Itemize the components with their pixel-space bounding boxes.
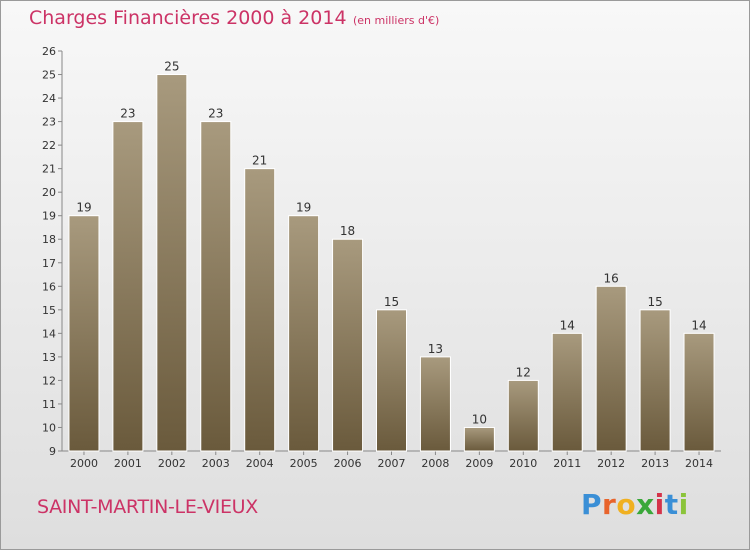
bar-2002 xyxy=(156,74,188,452)
value-label-2013: 15 xyxy=(647,295,662,309)
bar-2000 xyxy=(68,215,100,452)
x-tick-label-2001: 2001 xyxy=(114,457,142,470)
bar-2010 xyxy=(507,379,539,452)
x-tick-label-2013: 2013 xyxy=(641,457,669,470)
x-tick-label-2003: 2003 xyxy=(202,457,230,470)
x-tick-label-2014: 2014 xyxy=(685,457,713,470)
value-label-2001: 23 xyxy=(120,107,135,121)
x-tick-label-2000: 2000 xyxy=(70,457,98,470)
commune-name: SAINT-MARTIN-LE-VIEUX xyxy=(37,496,258,518)
bar-2013 xyxy=(639,309,671,452)
x-tick-label-2011: 2011 xyxy=(553,457,581,470)
x-tick-label-2008: 2008 xyxy=(421,457,449,470)
chart-title: Charges Financières 2000 à 2014 xyxy=(29,7,347,29)
value-label-2009: 10 xyxy=(472,412,487,426)
bar-2006 xyxy=(332,238,364,452)
x-tick-label-2006: 2006 xyxy=(334,457,362,470)
y-tick-label: 11 xyxy=(42,398,56,411)
y-tick-label: 15 xyxy=(42,304,56,317)
unit-note: (en milliers d'€) xyxy=(353,14,440,27)
bar-2009 xyxy=(463,426,495,452)
x-tick-label-2002: 2002 xyxy=(158,457,186,470)
x-tick-label-2005: 2005 xyxy=(290,457,318,470)
x-axis: 2000 2001 2002 2003 2004 2005 2006 2007 2008 2009… xyxy=(62,450,721,470)
bar-2008 xyxy=(419,356,451,452)
x-tick-label-2004: 2004 xyxy=(246,457,274,470)
y-tick-label: 13 xyxy=(42,351,56,364)
value-label-2011: 14 xyxy=(560,318,575,332)
y-tick-label: 25 xyxy=(42,69,56,82)
x-tick-label-2009: 2009 xyxy=(465,457,493,470)
value-label-2014: 14 xyxy=(691,318,706,332)
value-label-2004: 21 xyxy=(252,154,267,168)
y-tick-label: 21 xyxy=(42,163,56,176)
bar-2014 xyxy=(683,332,715,452)
y-tick-label: 23 xyxy=(42,116,56,129)
value-label-2010: 12 xyxy=(516,365,531,379)
x-tick-label-2010: 2010 xyxy=(509,457,537,470)
bar-2003 xyxy=(200,121,232,452)
bar-2011 xyxy=(551,332,583,452)
logo-letter: t xyxy=(664,488,679,521)
logo-letter: o xyxy=(616,488,637,521)
bar-2004 xyxy=(244,168,276,452)
y-tick-label: 19 xyxy=(42,210,56,223)
bar-2001 xyxy=(112,121,144,452)
y-tick-label: 9 xyxy=(49,445,56,458)
bar-2012 xyxy=(595,285,627,452)
y-tick-label: 17 xyxy=(42,257,56,270)
value-label-2007: 15 xyxy=(384,295,399,309)
bar-2007 xyxy=(376,309,407,452)
x-tick-label-2012: 2012 xyxy=(597,457,625,470)
y-tick-label: 18 xyxy=(42,233,56,246)
y-tick-label: 20 xyxy=(42,186,56,199)
y-axis: 9 10 11 12 13 14 15 16 17 18 19 20 21 22 23 24 25 26 xyxy=(42,45,63,458)
y-tick-label: 26 xyxy=(42,45,56,58)
value-label-2002: 25 xyxy=(164,60,179,74)
bar-2005 xyxy=(288,215,320,452)
bars xyxy=(68,74,715,452)
y-tick-label: 24 xyxy=(42,92,56,105)
y-tick-label: 22 xyxy=(42,139,56,152)
value-label-2008: 13 xyxy=(428,342,443,356)
logo-letter: i xyxy=(654,488,665,521)
logo-letter: x xyxy=(636,488,655,521)
logo-letter: P xyxy=(581,488,603,521)
value-label-2000: 19 xyxy=(76,201,91,215)
logo-letter: r xyxy=(602,488,617,521)
y-tick-label: 12 xyxy=(42,374,56,387)
x-tick-label-2007: 2007 xyxy=(378,457,406,470)
value-label-2003: 23 xyxy=(208,107,223,121)
value-labels: 19 23 25 23 21 19 18 15 13 10 12 14 16 15 14 xyxy=(76,60,706,427)
value-label-2006: 18 xyxy=(340,224,355,238)
y-tick-label: 16 xyxy=(42,280,56,293)
logo-letter: i xyxy=(678,488,689,521)
y-tick-label: 10 xyxy=(42,421,56,434)
value-label-2012: 16 xyxy=(604,271,619,285)
y-tick-label: 14 xyxy=(42,327,56,340)
proxiti-logo[interactable]: Proxiti xyxy=(581,488,689,521)
value-label-2005: 19 xyxy=(296,201,311,215)
